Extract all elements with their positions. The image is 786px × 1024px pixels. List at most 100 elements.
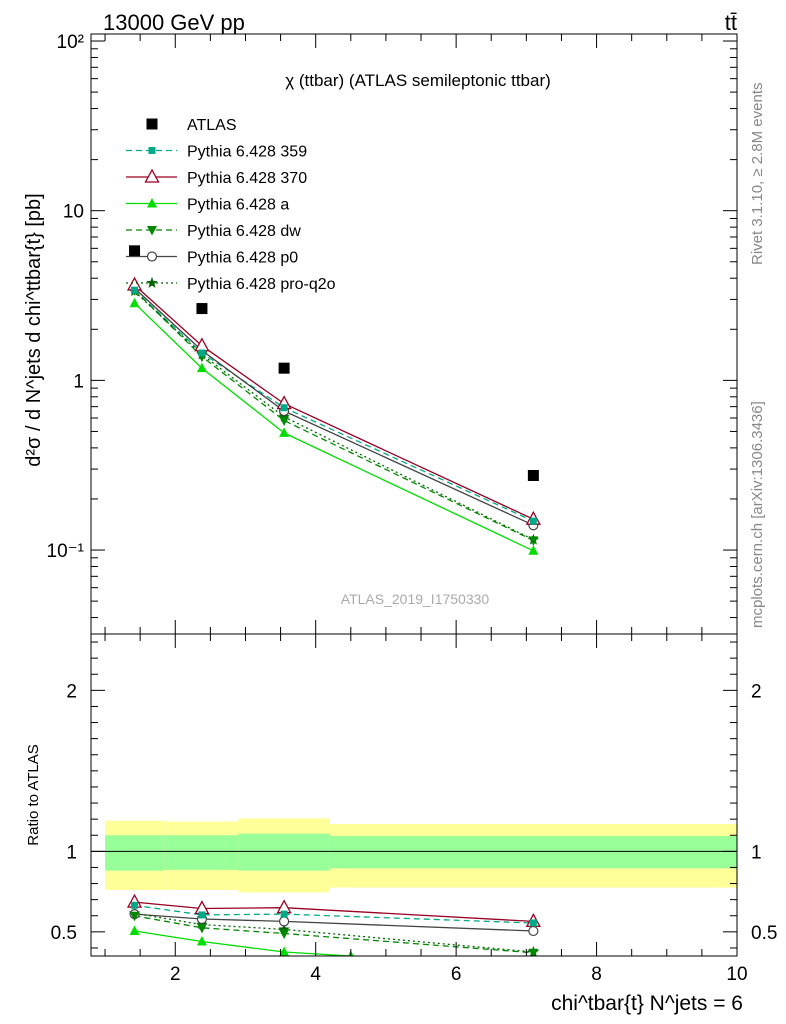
legend-label: Pythia 6.428 dw (187, 223, 301, 240)
ratio-point (280, 910, 288, 918)
y-tick-label: 10⁻¹ (47, 541, 85, 562)
x-tick-label: 6 (451, 964, 462, 985)
legend-marker (147, 198, 157, 208)
ratio-series-pythia-6-428-pro-q2o (134, 912, 534, 953)
x-tick-label: 8 (591, 964, 602, 985)
legend-label: Pythia 6.428 a (187, 197, 289, 214)
ratio-point (196, 923, 207, 934)
series-pythia-6-428-370 (134, 284, 534, 520)
data-point (528, 536, 539, 546)
legend-label: Pythia 6.428 370 (187, 170, 307, 187)
ratio-line (134, 915, 534, 954)
data-point (528, 545, 539, 555)
series-line (134, 287, 534, 526)
ratio-axis-ticks: 0.5 0.5 1 1 2 2 2 4 6 8 10 (51, 634, 777, 985)
legend: ATLAS Pythia 6.428 359 Pythia 6.428 370 Pyt… (126, 117, 336, 293)
series-line (134, 284, 534, 520)
legend-marker (148, 147, 156, 154)
main-y-axis-label: d²σ / d N^jets d chi^ttbar{t} [pb] (23, 193, 45, 466)
legend-item-pythia-6-428-370: Pythia 6.428 370 (126, 168, 307, 187)
main-title: χ (ttbar) (ATLAS semileptonic ttbar) (285, 71, 551, 90)
legend-marker (146, 277, 158, 288)
data-point (280, 404, 288, 412)
ratio-markers-pythia-6-428-dw (129, 911, 539, 956)
ratio-point (196, 936, 207, 946)
ratio-point (198, 911, 206, 919)
data-point (196, 362, 207, 373)
x-axis-label: chi^tbar{t} N^jets = 6 (551, 992, 743, 1015)
ratio-series-pythia-6-428-dw (134, 915, 534, 954)
ratio-line (134, 912, 534, 953)
ratio-point (278, 916, 290, 927)
ratio-y-tick-label: 0.5 (51, 923, 77, 944)
main-axis-ticks: 10⁻¹ 1 10 10² (47, 32, 738, 634)
ratio-markers-pythia-6-428-p0 (129, 909, 539, 937)
legend-label: Pythia 6.428 p0 (187, 250, 298, 267)
legend-item-atlas: ATLAS (146, 117, 237, 134)
ratio-y-tick-label-right: 1 (751, 842, 762, 863)
markers-pythia-6-428-dw (129, 286, 539, 546)
markers-pythia-6-428-pro-q2o (128, 285, 540, 545)
legend-marker (146, 251, 158, 262)
ratio-point (279, 946, 290, 956)
series-pythia-6-428-dw (134, 289, 534, 541)
uncertainty-band-green (105, 835, 165, 871)
ratio-point (529, 919, 537, 927)
series-line (134, 302, 534, 552)
series-line (134, 290, 534, 541)
ratio-y-tick-label: 2 (66, 681, 77, 702)
x-tick-label: 2 (170, 964, 181, 985)
markers-pythia-6-428-a (129, 297, 539, 555)
legend-item-pythia-6-428-359: Pythia 6.428 359 (126, 144, 307, 161)
ratio-point (528, 948, 539, 956)
data-point (198, 349, 206, 357)
uncertainty-band-green (164, 835, 239, 870)
x-tick-label: 10 (726, 964, 747, 985)
series-pythia-6-428-p0 (134, 287, 534, 526)
ratio-point (131, 901, 139, 909)
series-line (134, 289, 534, 541)
rivet-side-label: Rivet 3.1.10, ≥ 2.8M events (749, 83, 766, 266)
data-point (129, 245, 141, 257)
uncertainty-band-green (329, 836, 737, 869)
legend-marker (147, 226, 157, 236)
ratio-markers-pythia-6-428-pro-q2o (128, 907, 540, 956)
ratio-line (134, 930, 351, 956)
markers-pythia-6-428-370 (126, 276, 541, 525)
ratio-y-tick-label-right: 2 (751, 681, 762, 702)
ratio-y-axis-label: Ratio to ATLAS (25, 744, 42, 845)
data-point (527, 469, 539, 481)
y-tick-label: 10 (63, 202, 84, 223)
data-point (194, 337, 210, 352)
series-pythia-6-428-pro-q2o (134, 290, 534, 541)
series-pythia-6-428-a (134, 302, 534, 552)
data-point (278, 362, 290, 374)
legend-item-pythia-6-428-pro-q2o: Pythia 6.428 pro-q2o (126, 276, 336, 293)
markers-atlas (129, 245, 539, 481)
ratio-markers-pythia-6-428-a (129, 925, 354, 956)
ratio-point (129, 925, 140, 936)
legend-marker (146, 118, 158, 130)
ratio-line (134, 913, 534, 932)
series-line (134, 289, 534, 522)
ratio-series-pythia-6-428-370 (134, 901, 534, 923)
legend-item-pythia-6-428-a: Pythia 6.428 a (126, 197, 289, 214)
energy-label: 13000 GeV pp (103, 10, 245, 35)
y-tick-label: 10² (57, 32, 84, 53)
legend-item-pythia-6-428-dw: Pythia 6.428 dw (126, 223, 301, 240)
main-panel: 10⁻¹ 1 10 10² χ (ttbar) (ATLAS semileptonic… (23, 32, 738, 635)
mcplots-side-label: mcplots.cern.ch [arXiv:1306.3436] (749, 401, 766, 628)
ratio-point (528, 925, 539, 937)
legend-marker (144, 168, 160, 183)
data-point (131, 286, 139, 294)
legend-item-pythia-6-428-p0: Pythia 6.428 p0 (126, 250, 298, 267)
main-plot-content (126, 245, 541, 555)
ratio-y-tick-label-right: 0.5 (751, 923, 777, 944)
ratio-y-tick-label: 1 (66, 842, 77, 863)
uncertainty-band-green (238, 833, 330, 871)
data-point (278, 410, 290, 422)
ratio-plot-content (91, 818, 737, 956)
ratio-line (134, 904, 534, 924)
ratio-point (129, 911, 140, 922)
